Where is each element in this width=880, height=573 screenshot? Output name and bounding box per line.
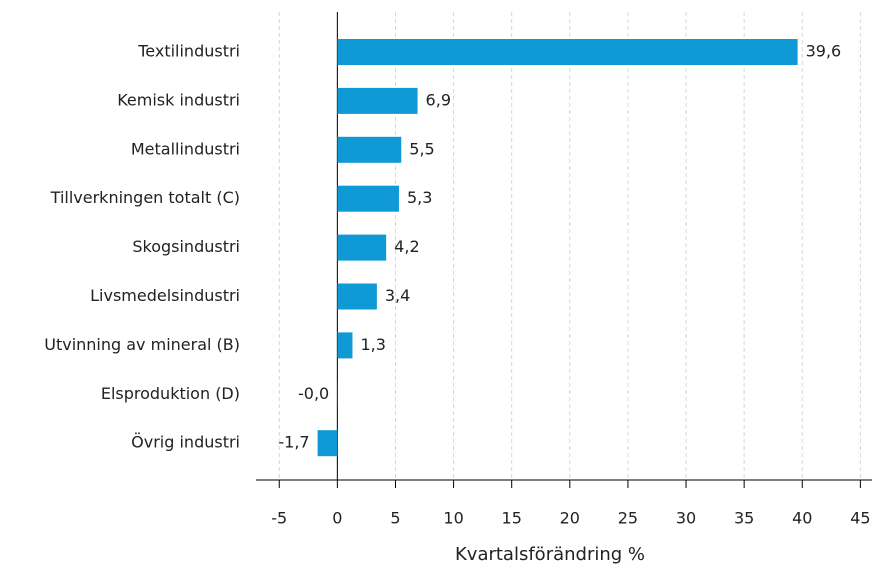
value-label: -0,0 [298, 384, 329, 403]
y-tick-label: Tillverkningen totalt (C) [50, 188, 240, 207]
value-label: 6,9 [426, 90, 451, 109]
bar [337, 136, 402, 163]
bar [337, 283, 377, 310]
x-tick-label: 5 [390, 509, 400, 528]
y-tick-label: Textilindustri [137, 42, 240, 61]
x-tick-label: -5 [271, 509, 287, 528]
y-tick-label: Övrig industri [131, 433, 240, 452]
x-tick-label: 45 [850, 509, 870, 528]
x-tick-label: 35 [734, 509, 754, 528]
bar [337, 185, 399, 212]
y-tick-label: Utvinning av mineral (B) [44, 335, 240, 354]
y-tick-label: Kemisk industri [117, 90, 240, 109]
x-tick-label: 10 [443, 509, 463, 528]
y-tick-label: Livsmedelsindustri [90, 286, 240, 305]
y-tick-label: Elsproduktion (D) [101, 384, 240, 403]
value-label: 5,3 [407, 188, 432, 207]
value-label: -1,7 [278, 433, 309, 452]
bar [337, 39, 798, 65]
value-label: 39,6 [806, 42, 842, 61]
bar [337, 87, 418, 114]
value-label: 5,5 [409, 139, 434, 158]
bar [337, 234, 387, 261]
x-axis-label: Kvartalsförändring % [455, 544, 645, 565]
x-tick-label: 30 [676, 509, 696, 528]
y-tick-label: Skogsindustri [132, 237, 240, 256]
value-label: 3,4 [385, 286, 410, 305]
bar [337, 332, 353, 359]
x-tick-label: 25 [618, 509, 638, 528]
x-tick-label: 0 [332, 509, 342, 528]
x-tick-label: 20 [560, 509, 580, 528]
y-tick-label: Metallindustri [131, 139, 240, 158]
x-tick-label: 15 [502, 509, 522, 528]
value-label: 1,3 [360, 335, 385, 354]
bar [317, 430, 338, 457]
x-tick-label: 40 [792, 509, 812, 528]
value-label: 4,2 [394, 237, 419, 256]
